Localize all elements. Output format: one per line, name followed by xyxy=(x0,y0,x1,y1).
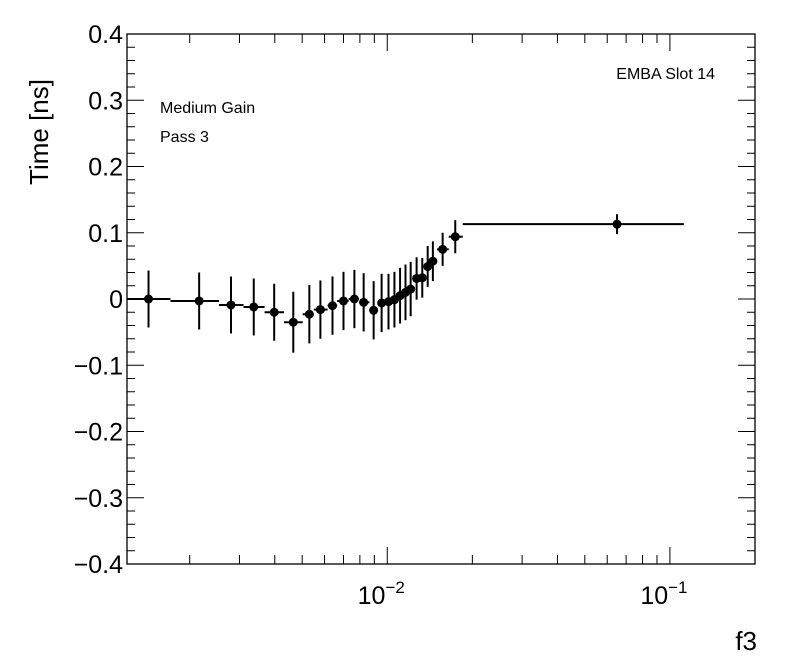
point-marker xyxy=(612,219,622,229)
point-marker xyxy=(359,297,369,307)
point-marker xyxy=(438,244,448,254)
x-tick-labels: 10−2 10−1 xyxy=(358,578,688,610)
x-axis-title: f3 xyxy=(735,626,757,656)
data-point xyxy=(377,273,387,333)
y-tick-label: 0.3 xyxy=(88,87,123,115)
point-marker xyxy=(315,305,325,315)
point-marker xyxy=(327,301,337,311)
y-tick-label: 0 xyxy=(109,286,123,314)
data-point xyxy=(337,271,349,331)
point-marker xyxy=(338,296,348,306)
y-tick-label: −0.1 xyxy=(74,352,123,380)
annotation-slot: EMBA Slot 14 xyxy=(616,66,715,83)
annotation-pass: Pass 3 xyxy=(160,129,209,146)
data-point xyxy=(462,214,684,235)
data-point xyxy=(448,220,463,254)
point-marker xyxy=(226,300,236,310)
y-tick-label: −0.2 xyxy=(74,419,123,447)
data-point xyxy=(417,257,427,298)
x-tick-label: 10−1 xyxy=(640,578,687,610)
y-tick-label: −0.3 xyxy=(74,485,123,513)
point-marker xyxy=(377,298,387,308)
data-series xyxy=(127,214,684,353)
y-tick-label: 0.4 xyxy=(88,21,123,49)
point-marker xyxy=(144,294,154,304)
point-marker xyxy=(269,307,279,317)
data-point xyxy=(348,269,360,329)
point-marker xyxy=(428,256,438,266)
y-axis-title: Time [ns] xyxy=(24,79,54,185)
data-point xyxy=(359,273,370,332)
annotation-gain: Medium Gain xyxy=(160,100,255,117)
data-point xyxy=(406,261,416,317)
point-marker xyxy=(450,232,460,242)
data-point xyxy=(327,276,338,335)
point-marker xyxy=(249,302,259,312)
point-marker xyxy=(369,305,379,315)
y-tick-label: 0.1 xyxy=(88,220,123,248)
y-tick-label: 0.2 xyxy=(88,154,123,182)
data-point xyxy=(313,280,328,339)
point-marker xyxy=(349,294,359,304)
data-point xyxy=(428,241,438,282)
data-point xyxy=(302,285,314,344)
data-point xyxy=(219,276,244,334)
point-marker xyxy=(194,296,204,306)
point-marker xyxy=(417,273,427,283)
data-point xyxy=(127,270,171,328)
point-marker xyxy=(304,309,314,319)
point-marker xyxy=(288,317,298,327)
data-point xyxy=(264,283,284,341)
data-point xyxy=(243,278,265,336)
data-point xyxy=(283,291,303,353)
x-tick-label: 10−2 xyxy=(358,578,405,610)
y-tick-label: −0.4 xyxy=(74,551,123,579)
data-point xyxy=(437,232,449,266)
data-point xyxy=(369,281,379,340)
y-tick-labels: 0.4 0.3 0.2 0.1 0 −0.1 −0.2 −0.3 −0.4 xyxy=(74,21,123,579)
point-marker xyxy=(406,284,416,294)
data-point xyxy=(170,272,220,330)
